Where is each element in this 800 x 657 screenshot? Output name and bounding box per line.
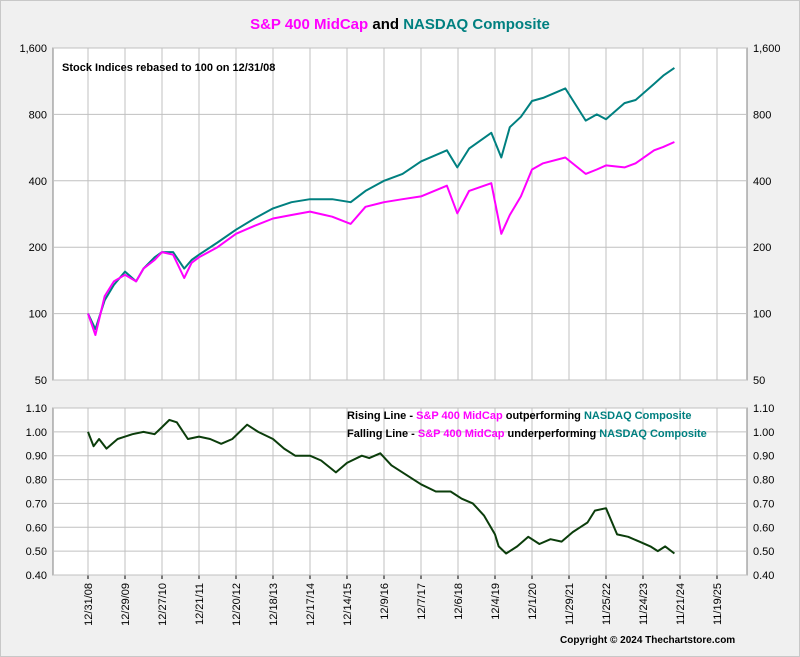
nasdaq-line [87,67,675,331]
chart-title: S&P 400 MidCap and NASDAQ Composite [0,16,800,33]
x-tick-label: 12/29/09 [120,583,132,626]
top-y-tick-left: 50 [35,375,47,387]
legend-rising-nas: NASDAQ Composite [584,410,692,422]
x-tick-label: 12/4/19 [490,583,502,620]
title-joiner: and [368,16,404,33]
copyright: Copyright © 2024 Thechartstore.com [560,635,736,646]
title-series2: NASDAQ Composite [403,16,550,33]
top-y-tick-right: 1,600 [753,43,781,55]
x-tick-label: 11/25/22 [601,583,613,625]
x-tick-label: 12/6/18 [453,583,465,620]
top-y-tick-left: 200 [29,242,47,254]
legend-falling-middle: underperforming [505,428,600,440]
x-tick-label: 12/17/14 [305,583,317,626]
x-tick-label: 11/21/24 [675,583,687,625]
x-tick-label: 12/31/08 [83,583,95,626]
top-y-tick-left: 800 [29,109,47,121]
bottom-y-tick-left: 1.00 [26,427,47,439]
top-y-tick-right: 50 [753,375,765,387]
legend-rising: Rising Line - S&P 400 MidCap outperformi… [347,410,692,422]
bottom-y-tick-left: 0.60 [26,522,47,534]
series-lines [87,67,676,555]
top-y-tick-left: 1,600 [19,43,47,55]
x-tick-label: 12/7/17 [416,583,428,620]
bottom-y-tick-left: 0.70 [26,498,47,510]
x-tick-label: 12/21/11 [194,583,206,625]
top-y-tick-left: 400 [29,176,47,188]
top-y-tick-right: 800 [753,109,771,121]
bottom-y-tick-right: 0.50 [753,546,774,558]
legend-falling-mid: S&P 400 MidCap [418,428,505,440]
bottom-y-tick-right: 0.70 [753,498,774,510]
top-note: Stock Indices rebased to 100 on 12/31/08 [62,62,275,74]
x-tick-label: 11/19/25 [712,583,724,625]
x-tick-label: 12/14/15 [342,583,354,626]
grid-lines [53,47,747,579]
bottom-y-tick-right: 0.40 [753,570,774,582]
bottom-y-tick-right: 0.90 [753,451,774,463]
x-tick-label: 12/1/20 [527,583,539,620]
tick-labels: 12/31/08 12/29/09 12/27/10 12/21/11 12/20/12… [19,43,780,626]
midcap-line [87,141,675,336]
bottom-y-tick-left: 1.10 [26,403,47,415]
bottom-y-tick-right: 1.10 [753,403,774,415]
bottom-y-tick-left: 0.50 [26,546,47,558]
top-y-tick-right: 100 [753,309,771,321]
x-tick-label: 12/9/16 [379,583,391,620]
ratio-line [87,418,676,555]
top-plot-area [52,47,748,381]
legend-falling-nas: NASDAQ Composite [599,428,707,440]
x-tick-label: 12/27/10 [157,583,169,626]
legend-rising-prefix: Rising Line - [347,410,416,422]
bottom-y-tick-right: 1.00 [753,427,774,439]
title-series1: S&P 400 MidCap [250,16,369,33]
bottom-y-tick-left: 0.40 [26,570,47,582]
x-tick-label: 12/20/12 [231,583,243,626]
bottom-y-tick-left: 0.80 [26,475,47,487]
legend-falling: Falling Line - S&P 400 MidCap underperfo… [347,428,707,440]
top-y-tick-right: 400 [753,176,771,188]
bottom-y-tick-right: 0.80 [753,475,774,487]
legend-rising-middle: outperforming [503,410,584,422]
x-tick-label: 12/18/13 [268,583,280,626]
bottom-plot-area [52,407,748,576]
top-y-tick-left: 100 [29,309,47,321]
legend-rising-mid: S&P 400 MidCap [416,410,503,422]
bottom-y-tick-left: 0.90 [26,451,47,463]
top-y-tick-right: 200 [753,242,771,254]
legend-falling-prefix: Falling Line - [347,428,418,440]
bottom-y-tick-right: 0.60 [753,522,774,534]
x-tick-label: 11/24/23 [638,583,650,625]
x-tick-label: 11/29/21 [564,583,576,625]
